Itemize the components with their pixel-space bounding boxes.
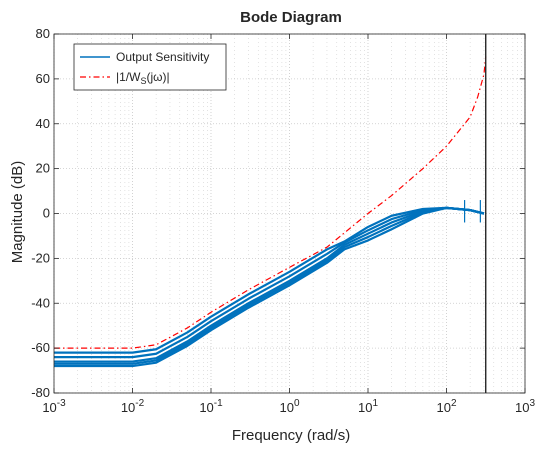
x-tick-label: 101 [358, 398, 378, 415]
x-tick-label: 102 [436, 398, 456, 415]
x-tick-label: 10-3 [42, 398, 66, 415]
y-axis-label: Magnitude (dB) [9, 161, 26, 264]
y-tick-label: -80 [31, 385, 50, 400]
y-tick-label: 80 [36, 26, 50, 41]
x-tick-label: 103 [515, 398, 535, 415]
series-inverse-weight-line [54, 56, 487, 349]
y-tick-label: -20 [31, 250, 50, 265]
legend-label-pre: |1/W [116, 70, 141, 84]
legend-label-sub: S [140, 76, 146, 86]
x-tick-label: 100 [279, 398, 299, 415]
legend-label-output-sensitivity: Output Sensitivity [116, 50, 209, 64]
y-tick-label: 40 [36, 116, 50, 131]
legend-label-inverse-weight: |1/WS(jω)| [116, 70, 170, 86]
y-tick-label: 60 [36, 71, 50, 86]
y-tick-label: -60 [31, 340, 50, 355]
chart-title: Bode Diagram [240, 9, 342, 26]
series-layer [54, 34, 487, 393]
series-output-sensitivity-line-4 [54, 206, 485, 368]
x-axis-label: Frequency (rad/s) [232, 427, 350, 444]
y-tick-label: 20 [36, 161, 50, 176]
legend-box [73, 43, 227, 91]
x-tick-label: 10-1 [199, 398, 223, 415]
legend-label-post: (jω)| [146, 70, 169, 84]
x-tick-label: 10-2 [121, 398, 145, 415]
legend: Output Sensitivity |1/WS(jω)| [73, 43, 227, 91]
y-tick-label: -40 [31, 295, 50, 310]
y-tick-label: 0 [43, 206, 50, 221]
plot-frame [53, 33, 526, 394]
tick-labels: -80 -60 -40 -20 0 20 40 60 80 10-3 10-2 10-1 100 101 1… [31, 26, 535, 415]
